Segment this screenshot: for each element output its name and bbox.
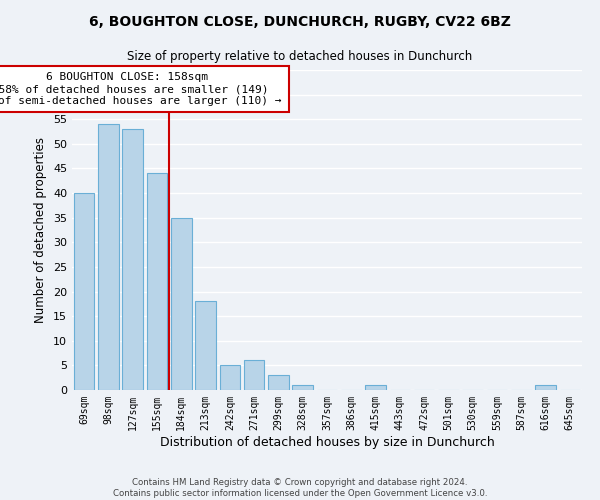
Bar: [365, 385, 386, 390]
Bar: [244, 360, 265, 390]
Bar: [220, 366, 240, 390]
Bar: [268, 375, 289, 390]
Text: 6, BOUGHTON CLOSE, DUNCHURCH, RUGBY, CV22 6BZ: 6, BOUGHTON CLOSE, DUNCHURCH, RUGBY, CV2…: [89, 15, 511, 29]
Bar: [146, 174, 167, 390]
Text: Contains HM Land Registry data © Crown copyright and database right 2024.
Contai: Contains HM Land Registry data © Crown c…: [113, 478, 487, 498]
Bar: [122, 129, 143, 390]
Bar: [98, 124, 119, 390]
Text: Size of property relative to detached houses in Dunchurch: Size of property relative to detached ho…: [127, 50, 473, 63]
Bar: [171, 218, 191, 390]
Y-axis label: Number of detached properties: Number of detached properties: [34, 137, 47, 323]
Bar: [195, 302, 216, 390]
Text: 6 BOUGHTON CLOSE: 158sqm
← 58% of detached houses are smaller (149)
42% of semi-: 6 BOUGHTON CLOSE: 158sqm ← 58% of detach…: [0, 72, 282, 106]
X-axis label: Distribution of detached houses by size in Dunchurch: Distribution of detached houses by size …: [160, 436, 494, 448]
Bar: [292, 385, 313, 390]
Bar: [535, 385, 556, 390]
Bar: [74, 193, 94, 390]
